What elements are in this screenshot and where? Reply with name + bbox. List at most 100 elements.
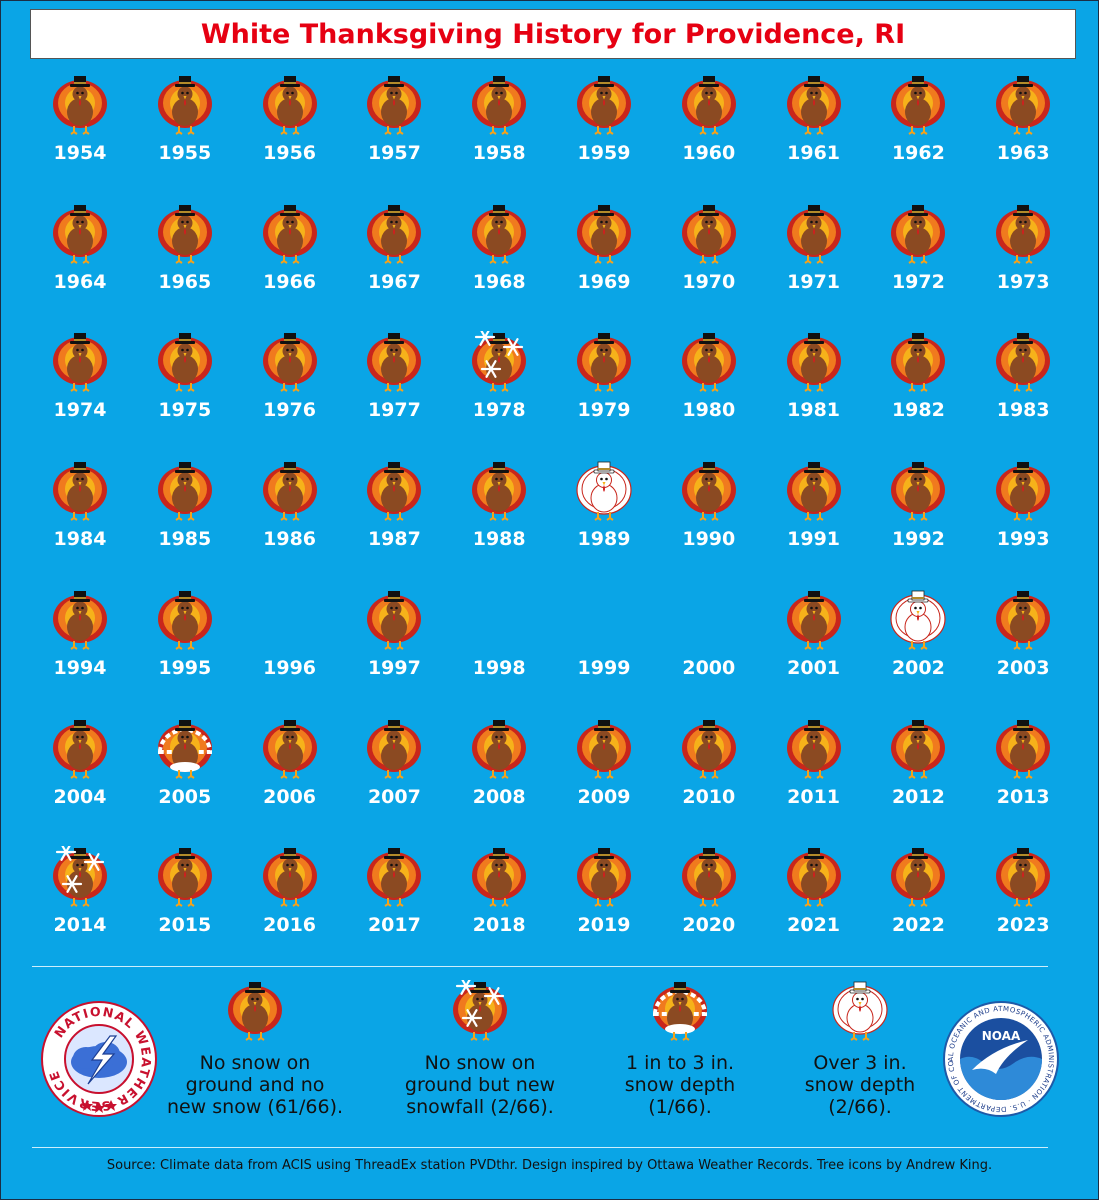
year-cell: 1974 <box>28 327 132 455</box>
svg-text:NOAA: NOAA <box>982 1029 1021 1043</box>
year-label: 1960 <box>682 142 736 164</box>
year-label: 1967 <box>367 270 421 293</box>
turkey-icon <box>52 718 108 780</box>
year-label: 1963 <box>996 142 1050 164</box>
year-cell: 1973 <box>971 199 1075 327</box>
year-cell: 1997 <box>342 585 446 713</box>
turkey-icon <box>366 460 422 522</box>
divider-bottom <box>32 1147 1048 1148</box>
year-cell: 1977 <box>342 327 446 455</box>
turkey-deep-snow-icon <box>576 460 632 522</box>
year-label: 2012 <box>891 785 945 808</box>
year-label: 1976 <box>263 399 317 422</box>
year-label: 2002 <box>891 656 945 679</box>
turkey-icon <box>681 74 737 136</box>
year-label: 2016 <box>263 914 317 937</box>
turkey-deep-snow-icon <box>890 589 946 651</box>
turkey-light-snow-icon <box>157 718 213 780</box>
year-label: 1998 <box>472 656 526 679</box>
turkey-icon <box>262 846 318 908</box>
year-label: 1971 <box>787 270 841 293</box>
year-cell: 1969 <box>552 199 656 327</box>
year-cell: 1958 <box>447 70 551 198</box>
year-label: 1955 <box>158 142 212 164</box>
turkey-icon <box>157 74 213 136</box>
year-cell: 1964 <box>28 199 132 327</box>
year-label: 2004 <box>53 785 107 808</box>
turkey-icon <box>366 589 422 651</box>
year-label: 1957 <box>367 142 421 164</box>
year-label: 1979 <box>577 399 631 422</box>
turkey-snowfall-icon <box>471 328 527 393</box>
year-label: 2011 <box>787 785 841 808</box>
year-label: 2013 <box>996 785 1050 808</box>
turkey-icon <box>576 74 632 136</box>
year-label: 1981 <box>787 399 841 422</box>
turkey-icon <box>786 74 842 136</box>
year-cell: 2023 <box>971 842 1075 970</box>
legend-turkey-icon <box>452 977 508 1042</box>
turkey-icon <box>890 331 946 393</box>
turkey-icon <box>681 460 737 522</box>
legend-label: 1 in to 3 in. snow depth (1/66). <box>624 1052 736 1118</box>
year-label: 2020 <box>682 914 736 937</box>
year-label: 1989 <box>577 528 631 551</box>
year-label: 1986 <box>263 528 317 551</box>
turkey-icon <box>157 589 213 651</box>
year-cell: 1955 <box>133 70 237 198</box>
noaa-logo-icon: NATIONAL OCEANIC AND ATMOSPHERIC ADMINIS… <box>939 994 1059 1117</box>
turkey-icon <box>471 74 527 136</box>
turkey-icon <box>366 846 422 908</box>
nws-logo: NATIONAL WEATHER SERVICE <box>40 1000 158 1118</box>
year-label: 2022 <box>891 914 945 937</box>
year-label: 2023 <box>996 914 1050 937</box>
legend-item: Over 3 in. snow depth (2/66). <box>780 980 940 1118</box>
turkey-icon <box>52 589 108 651</box>
nws-logo-icon: NATIONAL WEATHER SERVICE <box>41 1001 157 1117</box>
year-cell: 2003 <box>971 585 1075 713</box>
year-cell: 1957 <box>342 70 446 198</box>
year-cell: 2001 <box>762 585 866 713</box>
year-cell: 2002 <box>866 585 970 713</box>
turkey-icon <box>471 846 527 908</box>
year-label: 2018 <box>472 914 526 937</box>
year-cell: 2006 <box>238 714 342 842</box>
year-cell: 1966 <box>238 199 342 327</box>
year-label: 1994 <box>53 656 107 679</box>
chart-title: White Thanksgiving History for Providenc… <box>200 18 906 50</box>
year-label: 2019 <box>577 914 631 937</box>
legend-item: No snow on ground and no new snow (61/66). <box>155 980 355 1118</box>
year-label: 1985 <box>158 528 212 551</box>
year-cell: 2018 <box>447 842 551 970</box>
year-cell: 2011 <box>762 714 866 842</box>
turkey-icon <box>157 846 213 908</box>
year-cell: 1989 <box>552 456 656 584</box>
legend-turkey-icon <box>227 980 283 1042</box>
year-cell: 1994 <box>28 585 132 713</box>
turkey-icon <box>995 718 1051 780</box>
turkey-icon <box>366 203 422 265</box>
turkey-icon <box>52 460 108 522</box>
year-label: 2017 <box>367 914 421 937</box>
year-cell: 2008 <box>447 714 551 842</box>
year-label: 1995 <box>158 656 212 679</box>
year-label: 2015 <box>158 914 212 937</box>
year-cell: 1970 <box>657 199 761 327</box>
year-cell: 2010 <box>657 714 761 842</box>
year-label: 2007 <box>367 785 421 808</box>
year-label: 2014 <box>53 914 107 937</box>
year-cell: 2021 <box>762 842 866 970</box>
turkey-icon <box>786 846 842 908</box>
legend-turkey-icon <box>832 980 888 1042</box>
turkey-icon <box>471 460 527 522</box>
year-label: 1959 <box>577 142 631 164</box>
year-label: 1974 <box>53 399 107 422</box>
year-label: 1961 <box>787 142 841 164</box>
year-cell: 2012 <box>866 714 970 842</box>
turkey-icon <box>786 460 842 522</box>
year-label: 1965 <box>158 270 212 293</box>
year-label: 1993 <box>996 528 1050 551</box>
year-label: 1983 <box>996 399 1050 422</box>
turkey-icon <box>52 331 108 393</box>
legend-label: No snow on ground but new snowfall (2/66). <box>404 1052 556 1118</box>
